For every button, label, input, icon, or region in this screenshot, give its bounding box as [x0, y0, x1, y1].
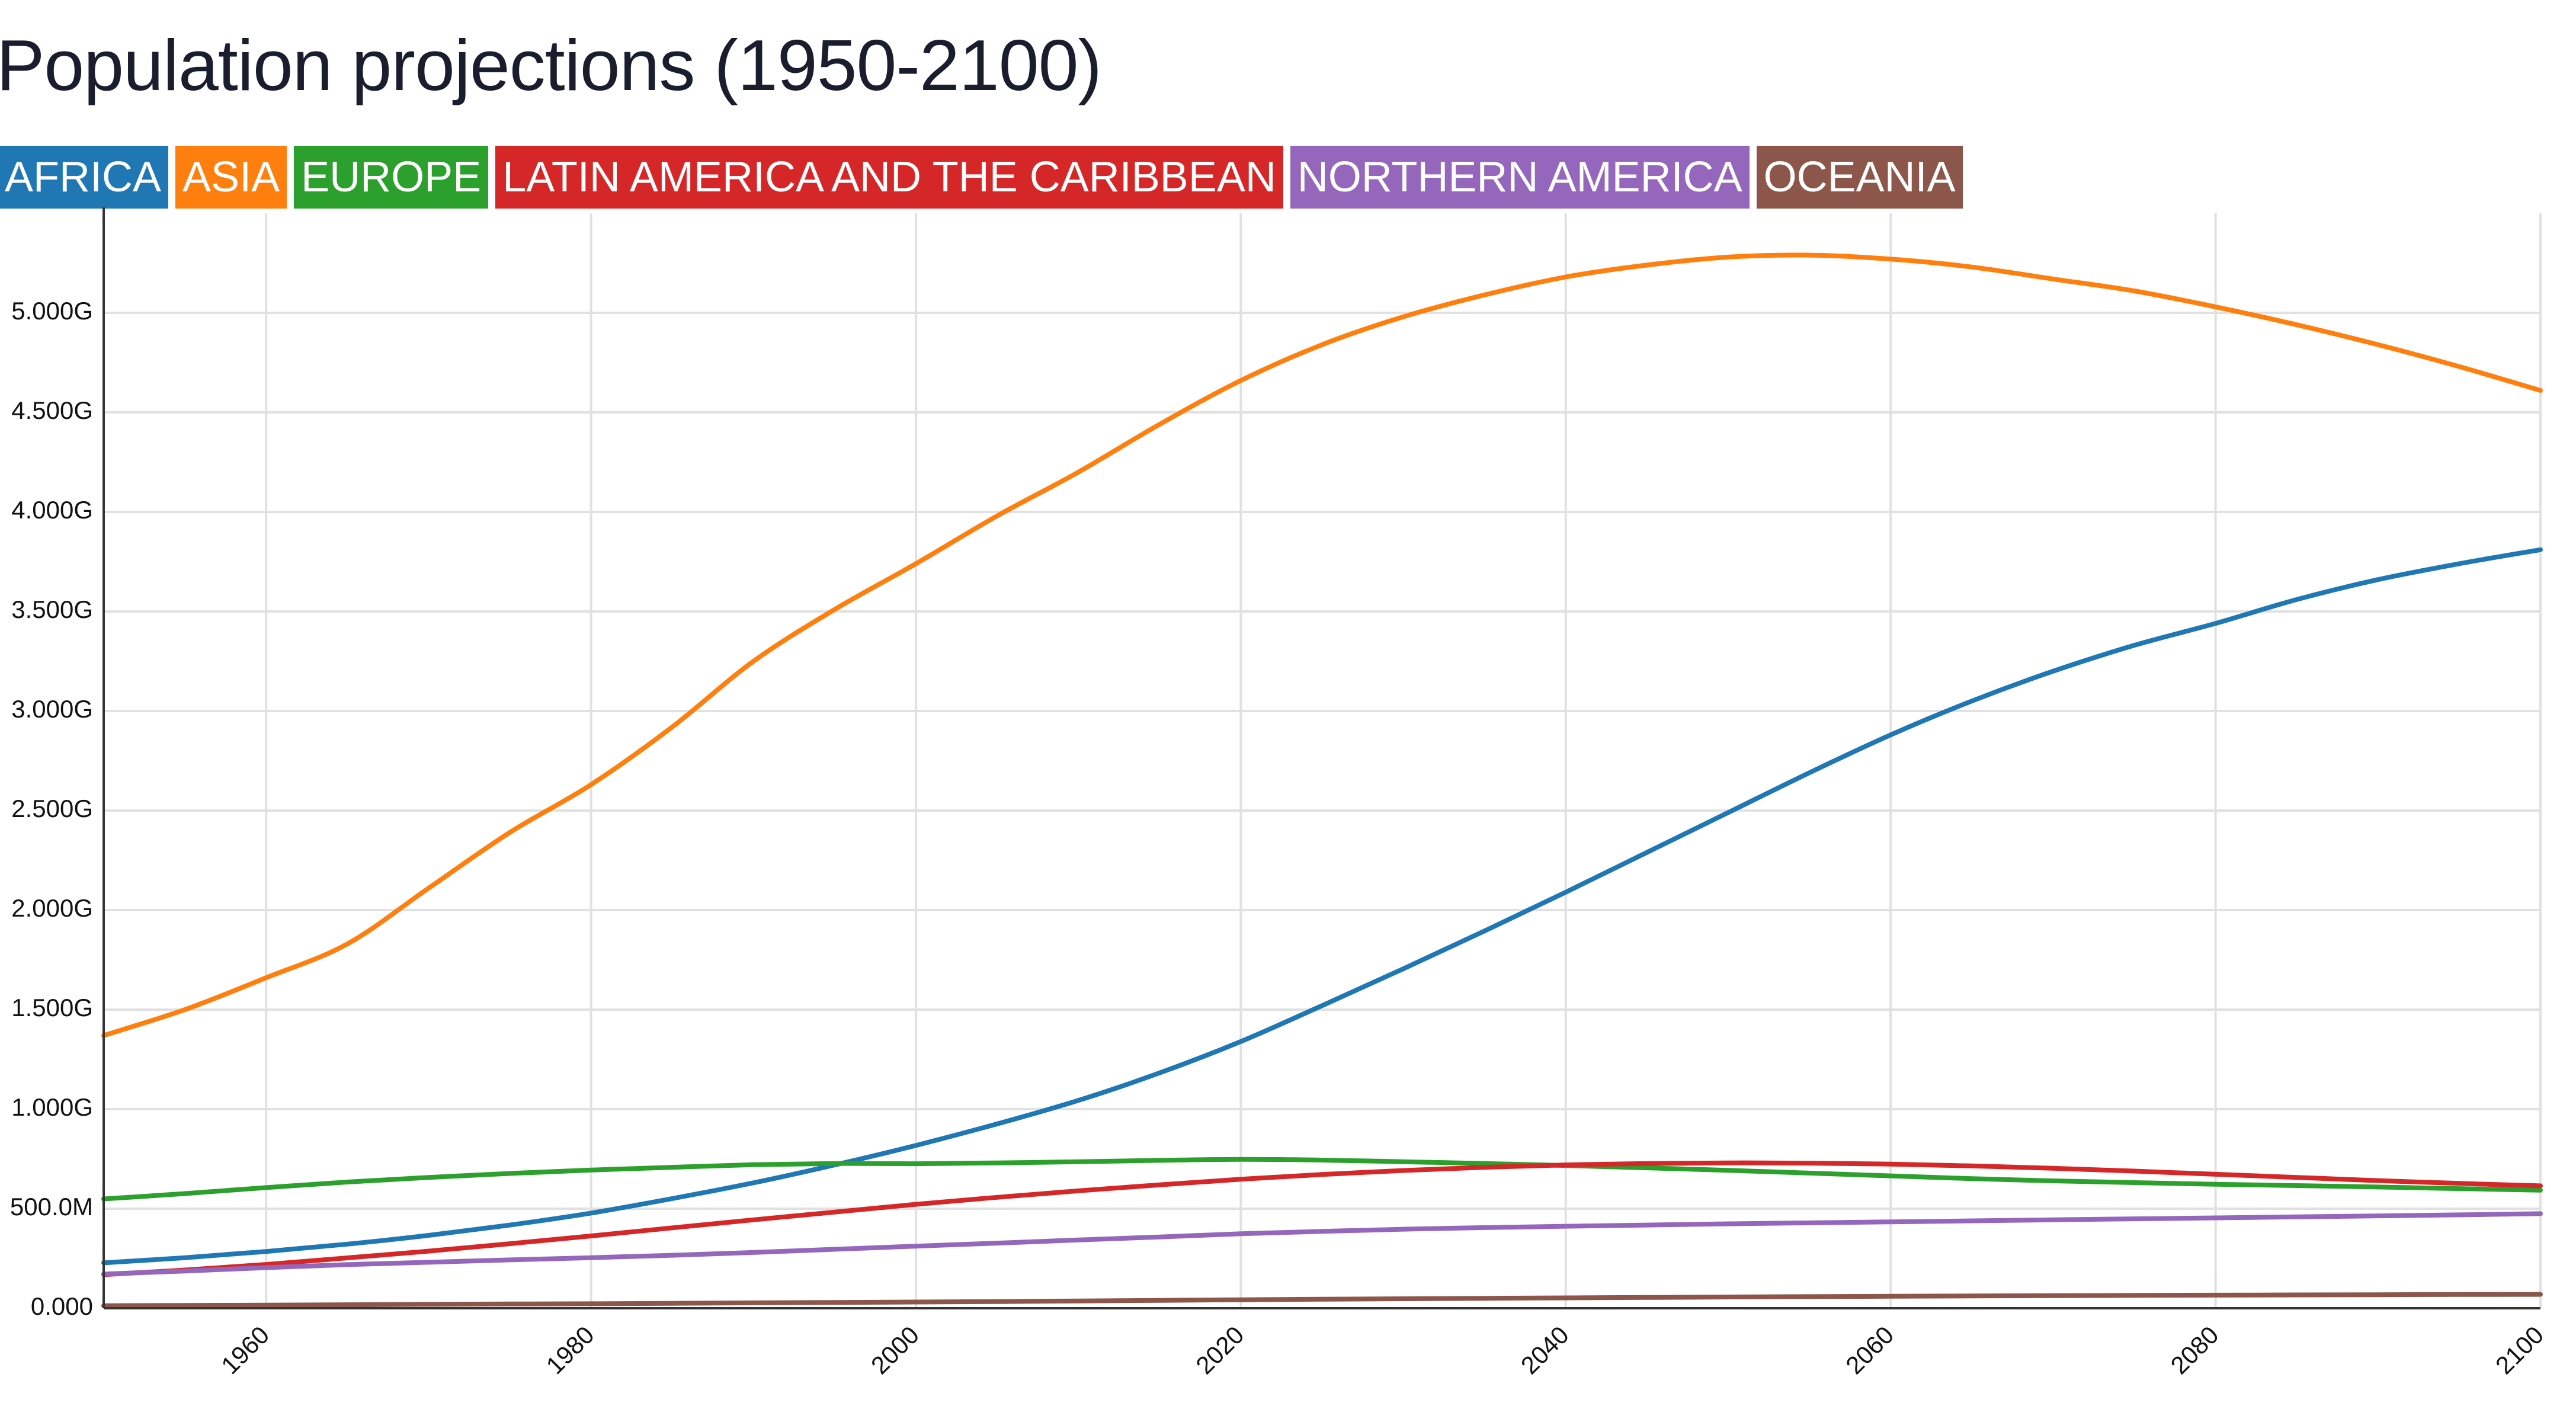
y-tick-label: 5.000G — [11, 297, 93, 325]
x-tick-label: 2060 — [1840, 1321, 1899, 1379]
y-tick-label: 500.0M — [10, 1193, 93, 1221]
series-line-oceania[interactable] — [101, 1292, 2543, 1308]
y-tick-label: 2.500G — [11, 795, 93, 822]
y-tick-label: 1.000G — [11, 1093, 93, 1121]
y-tick-label: 4.500G — [11, 396, 93, 424]
x-tick-label: 2020 — [1190, 1321, 1249, 1379]
chart-series-lines — [101, 252, 2543, 1308]
chart-axes — [102, 207, 2540, 1309]
chart-grid — [104, 213, 2542, 1308]
chart-title: Population projections (1950-2100) — [0, 25, 1102, 105]
series-line-latin-america-and-the-caribbean[interactable] — [101, 1160, 2543, 1277]
x-tick-label: 1960 — [216, 1321, 274, 1379]
legend-item-oceania[interactable]: OCEANIA — [1756, 146, 1963, 209]
y-tick-label: 3.500G — [11, 595, 93, 623]
y-tick-label: 0.000 — [31, 1292, 93, 1320]
x-axis-tick-labels: 1960 1980 2000 2020 2040 2060 2080 2100 — [216, 1321, 2549, 1379]
y-tick-label: 1.500G — [11, 994, 93, 1021]
x-tick-label: 2040 — [1516, 1321, 1574, 1379]
chart-legend: AFRICA ASIA EUROPE LATIN AMERICA AND THE CA… — [0, 146, 1963, 209]
y-tick-label: 4.000G — [11, 496, 93, 524]
legend-item-northern-america[interactable]: NORTHERN AMERICA — [1290, 146, 1750, 209]
series-line-africa[interactable] — [101, 547, 2543, 1266]
series-line-northern-america[interactable] — [101, 1211, 2543, 1277]
y-axis-tick-labels: 0.000 500.0M 1.000G 1.500G 2.000G 2.500G 3.000… — [10, 297, 93, 1320]
legend-item-latin-america-and-the-caribbean[interactable]: LATIN AMERICA AND THE CARIBBEAN — [495, 146, 1283, 209]
legend-item-asia[interactable]: ASIA — [175, 146, 287, 209]
y-tick-label: 2.000G — [11, 894, 93, 922]
x-tick-label: 2100 — [2490, 1321, 2549, 1379]
series-line-europe[interactable] — [101, 1157, 2543, 1202]
x-tick-label: 1980 — [541, 1321, 600, 1379]
series-line-asia[interactable] — [101, 252, 2543, 1038]
x-tick-label: 2080 — [2165, 1321, 2224, 1379]
y-tick-label: 3.000G — [11, 695, 93, 723]
legend-item-africa[interactable]: AFRICA — [0, 146, 169, 209]
legend-item-europe[interactable]: EUROPE — [294, 146, 489, 209]
x-tick-label: 2000 — [866, 1321, 924, 1379]
